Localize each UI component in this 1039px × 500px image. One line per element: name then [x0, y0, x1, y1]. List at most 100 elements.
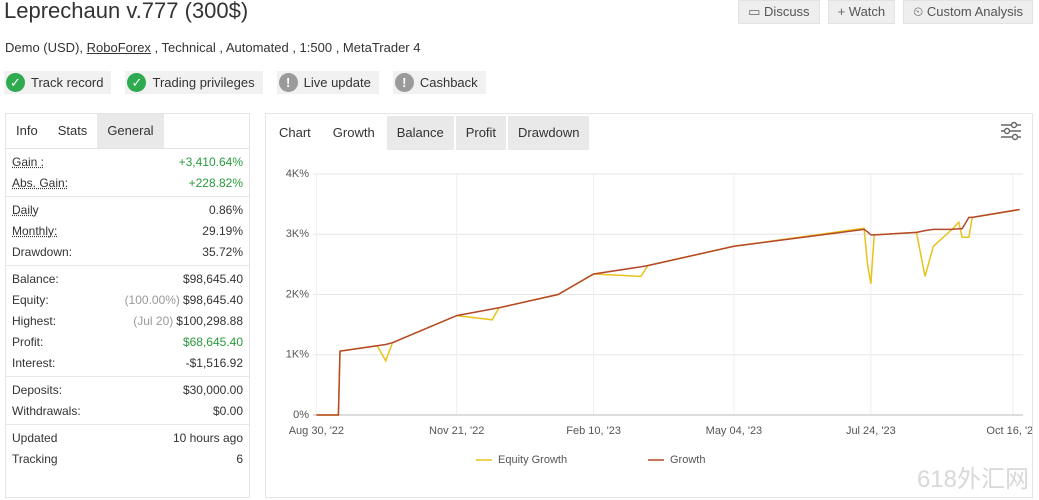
- stat-label: Deposits:: [12, 382, 63, 397]
- stat-value: 0.86%: [208, 202, 243, 217]
- stats-row: Deposits: $30,000.00: [6, 379, 249, 400]
- page-title: Leprechaun v.777 (300$): [4, 0, 249, 23]
- stats-row: Daily 0.86%: [6, 199, 249, 220]
- series-line: [316, 208, 1020, 416]
- watermark: 618外汇网: [916, 466, 1029, 493]
- tab[interactable]: Drawdown: [508, 116, 590, 150]
- badge: ! Live update: [276, 71, 379, 94]
- stat-value-wrap: $98,645.40: [183, 272, 243, 286]
- status-icon: ✓: [127, 73, 147, 92]
- tab[interactable]: Balance: [386, 116, 454, 150]
- stat-value: 29.19%: [202, 223, 243, 238]
- stat-label: Monthly:: [12, 223, 58, 238]
- button-label: Discuss: [764, 4, 810, 19]
- badge: ✓ Trading privileges: [125, 71, 263, 94]
- stat-value-wrap: +3,410.64%: [179, 155, 243, 169]
- y-tick-label: 4K%: [286, 168, 309, 180]
- badge: ✓ Track record: [4, 71, 112, 94]
- badges: ✓ Track record ✓ Trading privileges! Live up…: [4, 71, 486, 94]
- tab[interactable]: General: [97, 114, 164, 148]
- side-tabs: Info Stats General: [6, 114, 249, 149]
- stat-value: +228.82%: [188, 175, 243, 190]
- stat-value: -$1,516.92: [185, 355, 243, 370]
- badge-label: Trading privileges: [152, 75, 255, 90]
- stat-value-wrap: 6: [236, 452, 243, 466]
- x-tick-label: Feb 10, '23: [566, 425, 621, 437]
- stats-group: Updated 10 hours ago Tracking 6: [6, 425, 249, 472]
- stat-label: Drawdown:: [12, 244, 73, 259]
- button[interactable]: + Watch: [827, 0, 896, 24]
- stat-value-wrap: (100.00%) $98,645.40: [125, 293, 243, 307]
- chart-panel: Chart Growth Balance Profit Drawdown 0% 1K% 2K…: [265, 113, 1033, 498]
- stats-row: Gain : +3,410.64%: [6, 151, 249, 172]
- stats-group: Balance: $98,645.40 Equity: (100.00%) $98,64…: [6, 266, 249, 377]
- stat-value-wrap: $30,000.00: [183, 383, 243, 397]
- stats-group: Gain : +3,410.64% Abs. Gain: +228.82%: [6, 149, 249, 197]
- x-tick-label: Nov 21, '22: [429, 425, 484, 437]
- stat-label: Gain :: [12, 154, 45, 169]
- stats-row: Monthly: 29.19%: [6, 220, 249, 241]
- x-tick-label: Aug 30, '22: [289, 425, 344, 437]
- stats-group: Deposits: $30,000.00 Withdrawals: $0.00: [6, 377, 249, 425]
- stats-row: Balance: $98,645.40: [6, 268, 249, 289]
- legend-label: Growth: [670, 454, 705, 466]
- stat-value: $30,000.00: [182, 382, 243, 397]
- stats-row: Highest: (Jul 20) $100,298.88: [6, 310, 249, 331]
- button-icon: ⏲: [913, 4, 927, 19]
- stat-value: $100,298.88: [176, 313, 243, 328]
- stats-row: Profit: $68,645.40: [6, 331, 249, 352]
- chart: 0% 1K% 2K% 3K% 4K% Aug 30, '22 Nov 21, '22 Feb …: [286, 168, 1032, 466]
- stat-label: Profit:: [12, 334, 44, 349]
- stat-label: Withdrawals:: [12, 403, 81, 418]
- stat-note: (100.00%): [124, 292, 180, 307]
- tab[interactable]: Growth: [322, 116, 385, 150]
- settings-icon[interactable]: [1000, 121, 1022, 141]
- y-tick-label: 3K%: [286, 228, 309, 240]
- stat-value-wrap: 35.72%: [202, 245, 243, 259]
- stats-row: Equity: (100.00%) $98,645.40: [6, 289, 249, 310]
- status-icon: !: [394, 73, 414, 92]
- stat-label: Updated: [12, 430, 58, 445]
- x-tick-label: Oct 16, '23: [986, 425, 1032, 437]
- stat-value: $68,645.40: [182, 334, 243, 349]
- stat-value: $98,645.40: [182, 271, 243, 286]
- stat-value: 10 hours ago: [172, 430, 243, 445]
- status-icon: ✓: [6, 73, 25, 92]
- stat-value-wrap: +228.82%: [189, 176, 243, 190]
- stat-label: Tracking: [12, 451, 58, 466]
- status-icon: !: [278, 73, 298, 92]
- stat-value-wrap: $68,645.40: [183, 335, 243, 349]
- y-tick-label: 1K%: [286, 349, 309, 361]
- subtitle: Demo (USD), RoboForex , Technical , Auto…: [5, 40, 420, 55]
- x-tick-label: May 04, '23: [706, 425, 763, 437]
- button-label: Custom Analysis: [926, 4, 1023, 19]
- stat-value-wrap: 29.19%: [202, 224, 243, 238]
- stat-value: 6: [236, 451, 243, 466]
- actions: ▭ Discuss + Watch ⏲ Custom Analysis: [738, 0, 1033, 24]
- stats-row: Tracking 6: [6, 448, 249, 469]
- button[interactable]: ▭ Discuss: [738, 0, 820, 24]
- tab[interactable]: Stats: [47, 114, 98, 148]
- tab[interactable]: Chart: [269, 116, 321, 150]
- broker-link[interactable]: RoboForex: [86, 40, 151, 55]
- account: Demo (USD),: [5, 40, 87, 55]
- stat-value-wrap: 10 hours ago: [173, 431, 243, 445]
- series-line: [316, 208, 1020, 416]
- details: , Technical , Automated , 1:500 , MetaTr…: [150, 40, 421, 55]
- stat-label: Highest:: [12, 313, 57, 328]
- stat-label: Balance:: [12, 271, 59, 286]
- tab[interactable]: Profit: [455, 116, 507, 150]
- stats-panel: Info Stats General Gain : +3,410.64% Abs. Gai…: [5, 113, 250, 498]
- stats-row: Updated 10 hours ago: [6, 427, 249, 448]
- button[interactable]: ⏲ Custom Analysis: [903, 0, 1033, 24]
- button-icon: ▭: [748, 4, 765, 19]
- stat-value: $98,645.40: [182, 292, 243, 307]
- stats-row: Interest: -$1,516.92: [6, 352, 249, 373]
- stats-row: Withdrawals: $0.00: [6, 400, 249, 421]
- tab[interactable]: Info: [6, 114, 48, 148]
- y-tick-label: 2K%: [286, 288, 309, 300]
- legend-label: Equity Growth: [498, 454, 567, 466]
- stat-label: Daily: [12, 202, 39, 217]
- x-tick-label: Jul 24, '23: [846, 425, 896, 437]
